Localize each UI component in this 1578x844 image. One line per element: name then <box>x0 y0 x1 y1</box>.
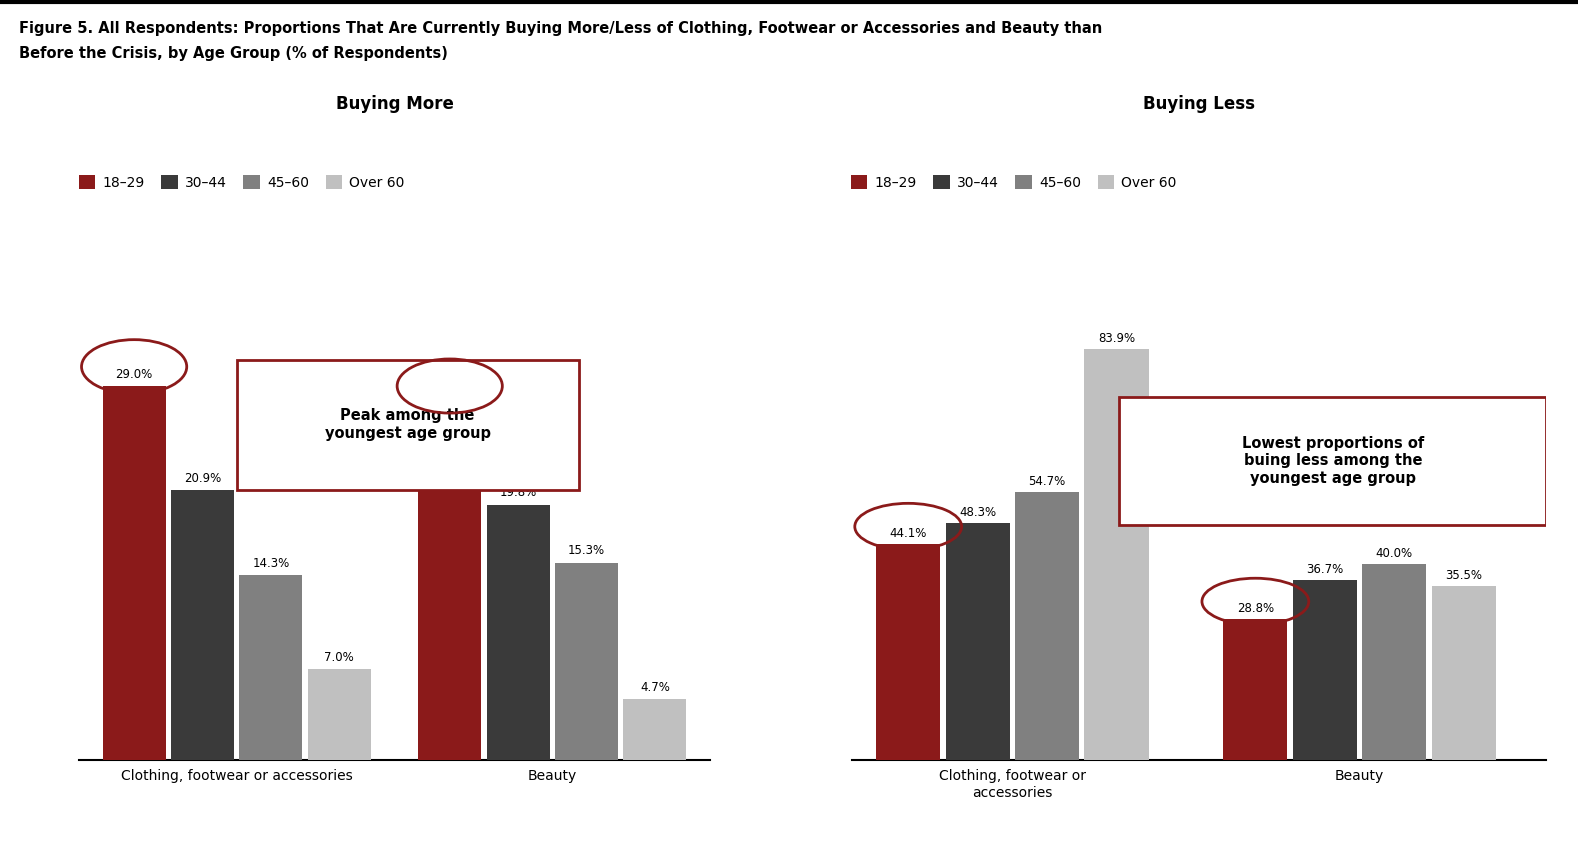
Bar <box>1015 492 1079 760</box>
Legend: 18–29, 30–44, 45–60, Over 60: 18–29, 30–44, 45–60, Over 60 <box>73 170 410 195</box>
Bar <box>1292 580 1357 760</box>
Text: Peak among the
youngest age group: Peak among the youngest age group <box>325 408 491 441</box>
Text: 40.0%: 40.0% <box>1376 547 1412 560</box>
Text: 14.3%: 14.3% <box>252 557 289 571</box>
Bar <box>418 405 481 760</box>
Text: 29.0%: 29.0% <box>115 368 153 381</box>
Text: 54.7%: 54.7% <box>1029 475 1065 488</box>
FancyBboxPatch shape <box>1119 398 1546 525</box>
Text: Figure 5. All Respondents: Proportions That Are Currently Buying More/Less of Cl: Figure 5. All Respondents: Proportions T… <box>19 21 1101 36</box>
Text: 83.9%: 83.9% <box>1098 332 1135 345</box>
Text: Lowest proportions of
buing less among the
youngest age group: Lowest proportions of buing less among t… <box>1242 436 1423 486</box>
Text: 19.8%: 19.8% <box>500 486 537 500</box>
Text: 15.3%: 15.3% <box>568 544 604 557</box>
Bar <box>1431 586 1496 760</box>
Bar <box>1084 349 1149 760</box>
Text: 48.3%: 48.3% <box>959 506 996 519</box>
Text: Before the Crisis, by Age Group (% of Respondents): Before the Crisis, by Age Group (% of Re… <box>19 46 448 62</box>
Text: Buying Less: Buying Less <box>1144 95 1255 113</box>
Text: Buying More: Buying More <box>336 95 453 113</box>
Text: 36.7%: 36.7% <box>1307 563 1343 576</box>
Bar <box>555 562 619 760</box>
Text: 44.1%: 44.1% <box>890 527 926 540</box>
Bar <box>623 699 686 760</box>
Text: 27.5%: 27.5% <box>431 387 469 400</box>
Text: 4.7%: 4.7% <box>641 681 669 694</box>
Bar <box>876 544 940 760</box>
Bar <box>240 576 303 760</box>
Bar <box>308 669 371 760</box>
FancyBboxPatch shape <box>237 360 579 490</box>
Bar <box>486 505 549 760</box>
Bar <box>945 523 1010 760</box>
Legend: 18–29, 30–44, 45–60, Over 60: 18–29, 30–44, 45–60, Over 60 <box>846 170 1182 195</box>
Text: 20.9%: 20.9% <box>185 472 221 485</box>
Bar <box>1223 619 1288 760</box>
Text: 28.8%: 28.8% <box>1237 602 1273 614</box>
Bar <box>103 386 166 760</box>
Text: 35.5%: 35.5% <box>1445 569 1482 582</box>
Bar <box>170 490 234 760</box>
Bar <box>1362 564 1427 760</box>
Text: 7.0%: 7.0% <box>325 652 353 664</box>
